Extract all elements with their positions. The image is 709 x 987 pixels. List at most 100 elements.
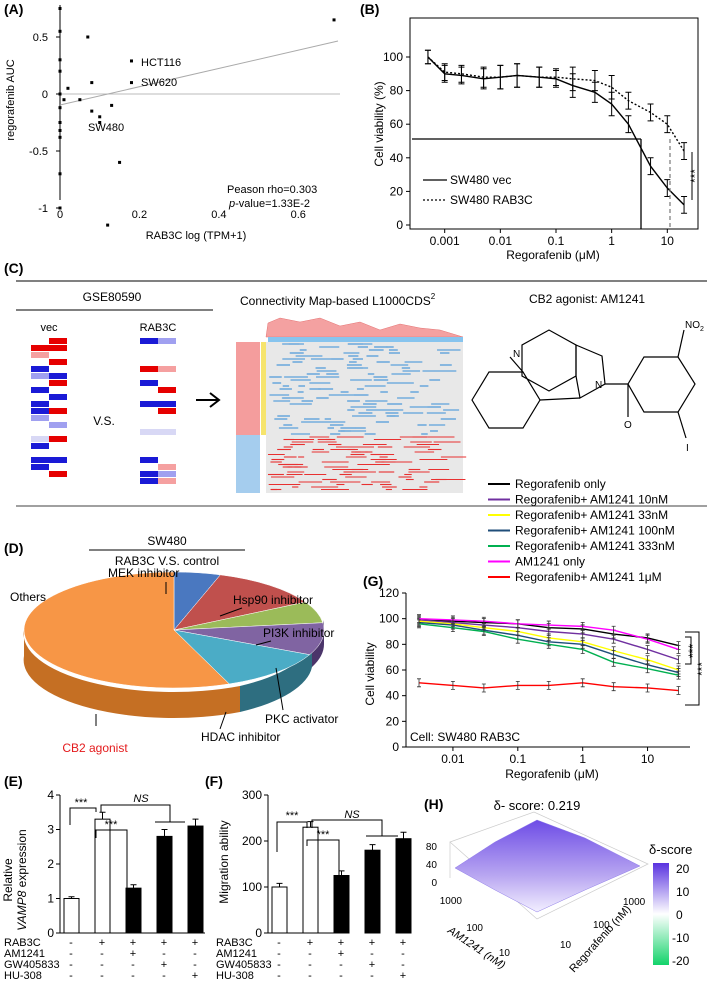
h-surface (454, 819, 641, 913)
heat-cell (31, 373, 49, 379)
h-legend-colorbar (653, 863, 669, 965)
panel-b-series (424, 49, 688, 214)
panel-g-ylabel: Cell viability (363, 642, 377, 705)
a-point (58, 106, 62, 110)
e-bracket-1 (69, 807, 97, 825)
cmap-heatmap (236, 317, 467, 493)
b-ytick-label: 60 (390, 117, 404, 131)
heat-cell (140, 478, 158, 484)
heat-cell (158, 373, 176, 379)
no2-text: NO (685, 320, 700, 331)
label-mek: MEK inhibitor (108, 566, 179, 580)
g-errorbar (450, 615, 455, 625)
no2-sub: 2 (700, 326, 704, 333)
design-sign: - (131, 970, 135, 982)
design-sign: + (400, 937, 406, 949)
a-point (110, 103, 114, 107)
b-errorbar (553, 68, 559, 87)
heat-cell (140, 415, 158, 421)
ch2-bond (539, 397, 581, 401)
g-errorbar (417, 678, 422, 688)
design-sign: - (308, 959, 312, 971)
heat-cell (158, 464, 176, 470)
heat-cell (49, 380, 67, 386)
heat-cell (140, 408, 158, 414)
cmap-body (266, 342, 463, 493)
am1241-structure (471, 329, 696, 439)
panel-b: (B) Cell viability (%) 100 80 60 40 20 0 0.00… (360, 1, 702, 262)
a-point (78, 98, 82, 102)
h-ztick-0: 0 (431, 878, 437, 889)
design-sign: - (69, 948, 73, 960)
panel-c: (C) GSE80590 vec RAB3C V.S. Connectivity… (4, 260, 707, 507)
panel-f-yticks: 300 200 100 0 (242, 788, 268, 940)
h-ztick-40: 40 (426, 860, 438, 871)
a-point (66, 86, 70, 90)
heat-cell (140, 345, 158, 351)
a-point (98, 115, 102, 119)
b-errorbar (458, 64, 465, 83)
panel-b-frame (409, 17, 699, 230)
g-errorbar (546, 639, 551, 649)
bar-errorbar (307, 821, 314, 828)
heat-cell (140, 338, 158, 344)
p-italic: p (228, 198, 235, 210)
h-am-tick-10: 10 (499, 948, 511, 959)
panel-a-ylabel: regorafenib AUC (5, 59, 17, 140)
heat-cell (31, 464, 49, 470)
legend-rab3c-label: SW480 RAB3C (450, 193, 533, 207)
heat-cell (140, 352, 158, 358)
h-rego-tick-1000: 1000 (623, 897, 646, 908)
h-am-tick-100: 100 (466, 923, 483, 934)
design-sign: - (69, 959, 73, 971)
f-bracket-1 (276, 821, 308, 852)
rab3c-label: RAB3C (140, 322, 177, 334)
g-legend-label: Regorafenib+ AM1241 333nM (515, 539, 675, 553)
b-errorbar (569, 66, 576, 92)
bar-errorbar (68, 896, 75, 899)
h-ztick-80: 80 (426, 842, 438, 853)
label-pkc: PKC activator (265, 712, 338, 726)
heat-cell (49, 408, 67, 414)
panel-a-fit-line (59, 40, 339, 106)
heat-cell (49, 345, 67, 351)
heat-cell (158, 394, 176, 400)
panel-a-stat-p: p-value=1.33E-2 (228, 198, 310, 210)
panel-f: (F) Migration ability 300 200 100 0 *** ***… (205, 773, 412, 982)
g-legend-label: Regorafenib+ AM1241 10nM (515, 493, 668, 507)
b-errorbar (441, 63, 448, 82)
h-rego-tick-10: 10 (560, 940, 572, 951)
bar (364, 849, 381, 934)
n-methyl-bond (509, 356, 524, 373)
sig-g2: *** (695, 662, 709, 676)
cmap-side-bar (261, 342, 266, 435)
heat-cell (140, 380, 158, 386)
b-series-line (427, 56, 685, 152)
legend-vec-label: SW480 vec (450, 173, 511, 187)
a-point (62, 98, 66, 102)
e-bracket-ns (100, 804, 185, 823)
panel-g: (G) Regorafenib only Regorafenib+ AM1241 … (363, 477, 709, 781)
b-errorbar (664, 115, 671, 134)
design-sign: + (192, 937, 198, 949)
g-ytick-label: 20 (386, 714, 400, 728)
heat-cell (49, 457, 67, 463)
heat-cell (31, 471, 49, 477)
h-leg-tick-10: 10 (676, 885, 690, 899)
heat-cell (49, 387, 67, 393)
p-rest: -value=1.33E-2 (235, 198, 310, 210)
g-errorbar (611, 657, 616, 667)
design-sign: - (193, 959, 197, 971)
g-xtick-label: 1 (579, 752, 586, 766)
annot-sw480: SW480 (88, 122, 124, 134)
bar-errorbar (130, 884, 137, 889)
design-sign: - (401, 959, 405, 971)
atom-i: I (686, 443, 689, 454)
b-errorbar (536, 66, 543, 88)
design-sign: - (308, 970, 312, 982)
design-sign: + (130, 937, 136, 949)
design-sign: - (339, 970, 343, 982)
e-sig-2: *** (105, 819, 119, 831)
heat-cell (158, 345, 176, 351)
